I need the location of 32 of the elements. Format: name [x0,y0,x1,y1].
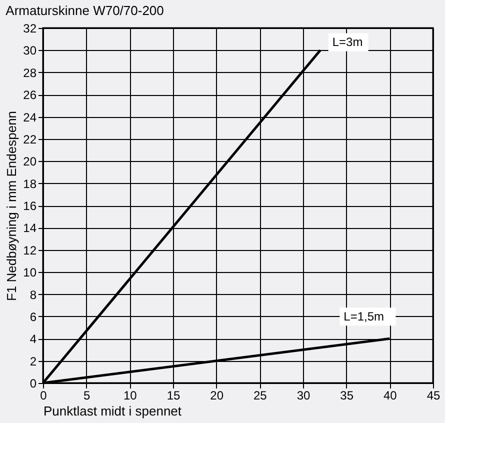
y-tick-label: 10 [23,266,37,280]
y-tick-label: 8 [30,288,37,302]
y-tick-label: 28 [23,66,37,80]
y-tick-label: 6 [30,310,37,324]
series-label: L=3m [332,35,363,50]
y-tick-label: 22 [23,132,37,146]
y-tick-label: 20 [23,154,37,169]
y-tick-label: 4 [30,332,37,346]
y-tick-label: 30 [23,44,37,58]
x-tick-label: 0 [40,388,48,402]
y-tick-label: 26 [23,88,37,102]
x-tick-label: 45 [426,388,440,402]
y-tick-label: 18 [23,176,37,191]
x-tick-label: 40 [383,388,398,402]
x-tick-label: 30 [296,388,310,402]
y-axis-title: F1 Nedbøyning i mm Endespenn [4,110,20,302]
y-tick-label: 12 [23,243,37,258]
x-tick-label: 10 [123,388,138,402]
x-tick-label: 5 [83,388,90,402]
x-tick-label: 20 [210,388,224,402]
x-tick-label: 25 [253,388,268,402]
x-tick-label: 35 [340,388,354,402]
series-label: L=1,5m [344,310,384,324]
y-tick-label: 24 [23,110,37,124]
y-tick-label: 16 [23,199,37,213]
y-tick-label: 14 [23,221,37,236]
y-tick-label: 32 [23,22,37,36]
chart-title: Armaturskinne W70/70-200 [6,3,164,18]
x-axis-title: Punktlast midt i spennet [44,404,182,418]
x-tick-label: 15 [166,388,180,402]
y-tick-label: 0 [30,376,37,390]
y-tick-label: 2 [30,354,37,368]
